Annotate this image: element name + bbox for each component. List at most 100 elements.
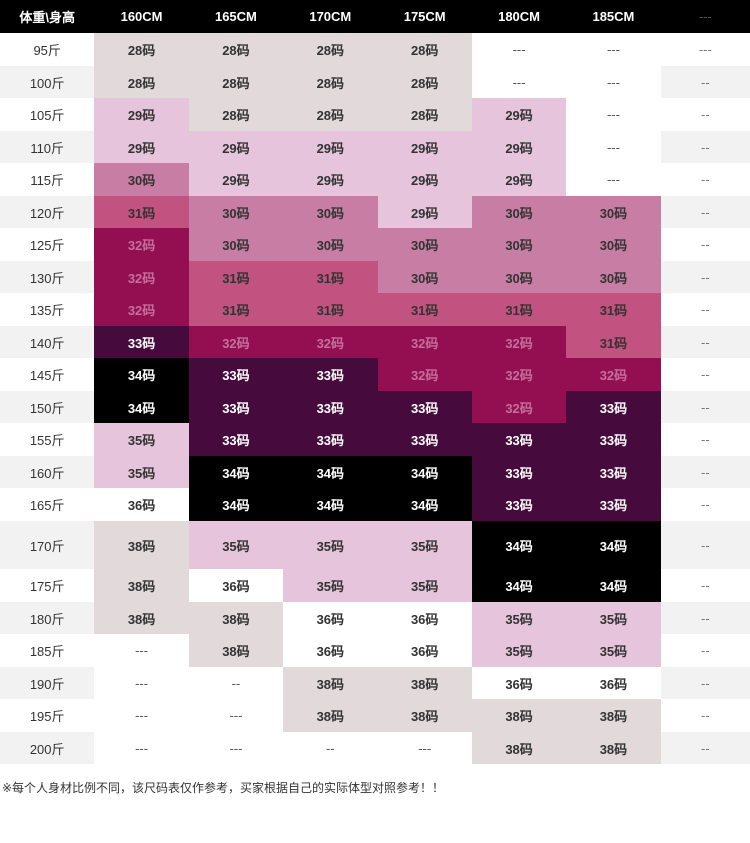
weight-label: 150斤	[0, 391, 95, 423]
table-row: 170斤 38码 35码 35码 35码 34码 34码 --	[0, 521, 750, 569]
size-cell: 33码	[377, 423, 472, 456]
size-cell: 31码	[471, 293, 567, 326]
size-cell: 38码	[566, 732, 661, 764]
size-cell: 33码	[188, 423, 284, 456]
size-cell: 32码	[94, 261, 189, 293]
weight-label: 145斤	[0, 358, 95, 391]
extra-cell: --	[660, 66, 750, 98]
size-cell: 30码	[471, 228, 567, 261]
size-cell: 32码	[283, 326, 378, 358]
table-row: 120斤 31码 30码 30码 29码 30码 30码 --	[0, 196, 750, 228]
height-header: 170CM	[309, 9, 352, 24]
table-row: 160斤 35码 34码 34码 34码 33码 33码 --	[0, 456, 750, 488]
extra-cell: --	[660, 667, 750, 699]
extra-cell: --	[660, 163, 750, 196]
extra-cell: --	[660, 602, 750, 634]
size-cell: 28码	[94, 66, 189, 98]
size-cell: 29码	[377, 131, 472, 163]
table-row: 180斤 38码 38码 36码 36码 35码 35码 --	[0, 602, 750, 634]
size-cell: 30码	[283, 228, 378, 261]
size-cell: 29码	[188, 163, 284, 196]
size-cell: 31码	[188, 293, 284, 326]
size-cell: 33码	[566, 391, 661, 423]
weight-label: 105斤	[0, 98, 95, 131]
size-cell: 32码	[377, 358, 472, 391]
weight-label: 135斤	[0, 293, 95, 326]
extra-cell: --	[660, 326, 750, 358]
size-cell: 32码	[471, 358, 567, 391]
size-cell: 36码	[283, 634, 378, 667]
size-cell: 31码	[566, 326, 661, 358]
size-cell: 35码	[94, 423, 189, 456]
size-cell: 30码	[94, 163, 189, 196]
size-cell: 35码	[471, 634, 567, 667]
size-cell: 35码	[283, 569, 378, 602]
weight-label: 165斤	[0, 488, 95, 521]
size-cell: 38码	[566, 699, 661, 732]
size-cell: ---	[512, 42, 526, 57]
size-cell: 35码	[94, 456, 189, 488]
size-cell: 34码	[94, 358, 189, 391]
extra-cell: --	[660, 521, 750, 569]
size-cell: 29码	[283, 163, 378, 196]
table-row: 190斤 --- -- 38码 38码 36码 36码 --	[0, 667, 750, 699]
size-cell: 30码	[188, 196, 284, 228]
size-cell: 30码	[283, 196, 378, 228]
size-cell: 33码	[566, 488, 661, 521]
height-header: 165CM	[214, 9, 257, 24]
header-row: 体重\身高 160CM 165CM 170CM 175CM 180CM 185C…	[0, 0, 750, 33]
size-cell: 33码	[188, 391, 284, 423]
table-body: 95斤 28码 28码 28码 28码 --- --- --- 100斤 28码 28码 28码 28码…	[0, 33, 750, 764]
size-cell: 38码	[94, 602, 189, 634]
size-cell: 34码	[566, 521, 661, 569]
table-row: 165斤 36码 34码 34码 34码 33码 33码 --	[0, 488, 750, 521]
size-cell: 34码	[188, 488, 284, 521]
height-header: 185CM	[592, 9, 635, 24]
size-cell: 34码	[283, 456, 378, 488]
size-cell: 31码	[188, 261, 284, 293]
size-cell: 29码	[94, 131, 189, 163]
size-cell: 34码	[283, 488, 378, 521]
table-row: 145斤 34码 33码 33码 32码 32码 32码 --	[0, 358, 750, 391]
size-cell: 29码	[471, 163, 567, 196]
table-row: 130斤 32码 31码 31码 30码 30码 30码 --	[0, 261, 750, 293]
size-cell: ---	[135, 708, 149, 723]
extra-cell: --	[660, 358, 750, 391]
size-cell: 36码	[188, 569, 284, 602]
size-cell: 32码	[471, 391, 567, 423]
size-cell: 30码	[377, 261, 472, 293]
weight-label: 140斤	[0, 326, 95, 358]
size-cell: 28码	[377, 98, 472, 131]
size-cell: 32码	[566, 358, 661, 391]
extra-cell: --	[660, 488, 750, 521]
size-cell: 38码	[283, 667, 378, 699]
size-cell: 31码	[283, 293, 378, 326]
size-cell: 31码	[377, 293, 472, 326]
size-cell: 33码	[377, 391, 472, 423]
size-cell: 34码	[188, 456, 284, 488]
table-row: 150斤 34码 33码 33码 33码 32码 33码 --	[0, 391, 750, 423]
size-cell: 33码	[283, 391, 378, 423]
size-cell: 38码	[283, 699, 378, 732]
weight-label: 180斤	[0, 602, 95, 634]
size-cell: 29码	[471, 98, 567, 131]
extra-cell: --	[660, 569, 750, 602]
size-cell: ---	[135, 643, 149, 658]
extra-cell: --	[660, 456, 750, 488]
size-cell: ---	[418, 740, 432, 756]
weight-label: 185斤	[0, 634, 95, 667]
weight-label: 130斤	[0, 261, 95, 293]
size-cell: 36码	[377, 634, 472, 667]
size-cell: 34码	[471, 569, 567, 602]
size-cell: ---	[606, 139, 620, 155]
size-cell: 34码	[377, 488, 472, 521]
footnote-text: ※每个人身材比例不同，该尺码表仅作参考，买家根据自己的实际体型对照参考！！	[2, 781, 445, 795]
table-row: 105斤 29码 28码 28码 28码 29码 --- --	[0, 98, 750, 131]
size-cell: 28码	[377, 33, 472, 66]
weight-label: 95斤	[0, 33, 95, 66]
size-cell: --	[231, 675, 241, 691]
extra-cell: --	[660, 228, 750, 261]
size-cell: 29码	[188, 131, 284, 163]
corner-label: 体重\身高	[19, 10, 75, 25]
table-row: 175斤 38码 36码 35码 35码 34码 34码 --	[0, 569, 750, 602]
